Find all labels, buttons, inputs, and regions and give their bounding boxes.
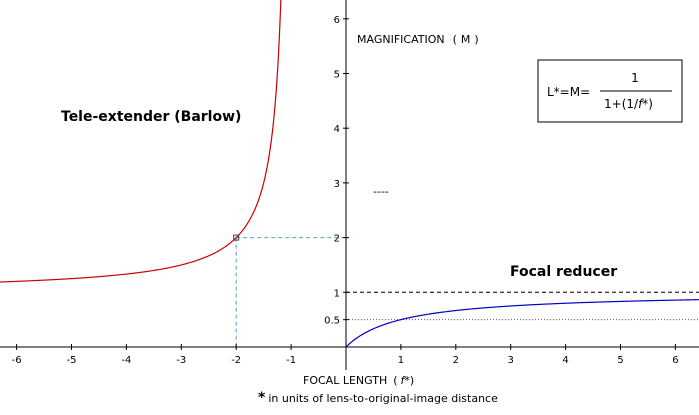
formula-lhs: L*=M= (547, 85, 590, 99)
y-tick-label-6: 6 (334, 15, 340, 26)
x-tick-label-3: 3 (508, 355, 514, 366)
x-tick-label--3: -3 (176, 355, 186, 366)
y-tick-label-1: 1 (334, 288, 340, 299)
x-tick-label-6: 6 (672, 355, 678, 366)
x-axis-title: FOCAL LENGTH(f*) (303, 374, 414, 387)
x-tick-label--1: -1 (286, 355, 296, 366)
x-tick-label-4: 4 (562, 355, 568, 366)
x-axis-var: f* (401, 374, 411, 387)
x-tick-label--5: -5 (67, 355, 77, 366)
y-axis-title: MAGNIFICATION(M) (357, 33, 479, 46)
formula-box: L*=M= 1 1+(1/f*) (537, 59, 683, 123)
axes (0, 0, 699, 370)
y-tick-label-0.5: 0.5 (324, 316, 340, 327)
formula-numerator: 1 (631, 71, 639, 85)
stray-dash-mark: ---- (373, 185, 389, 198)
x-tick-label--2: -2 (231, 355, 241, 366)
formula-denominator: 1+(1/f*) (604, 97, 653, 111)
highlight-point-marker (233, 234, 240, 241)
tele-extender-label: Tele-extender (Barlow) (61, 109, 241, 125)
x-tick-label-2: 2 (453, 355, 459, 366)
guide-lines (235, 237, 699, 347)
focal-reducer-curve (345, 299, 699, 348)
focal-reducer-label: Focal reducer (510, 264, 617, 280)
y-tick-label-4: 4 (334, 124, 340, 135)
x-tick-label-5: 5 (617, 355, 623, 366)
tick-marks: -6 -5 -4 -3 -2 -1 1 2 3 4 5 6 0.5 1 2 3 4 5 6 (12, 15, 679, 366)
x-tick-label-1: 1 (398, 355, 404, 366)
footnote: * in units of lens-to-original-image dist… (258, 390, 498, 406)
x-tick-label--6: -6 (12, 355, 22, 366)
x-tick-label--4: -4 (121, 355, 131, 366)
y-tick-label-5: 5 (334, 70, 340, 81)
y-tick-label-3: 3 (334, 179, 340, 190)
curves (0, 0, 699, 348)
y-tick-label-2: 2 (334, 234, 340, 245)
